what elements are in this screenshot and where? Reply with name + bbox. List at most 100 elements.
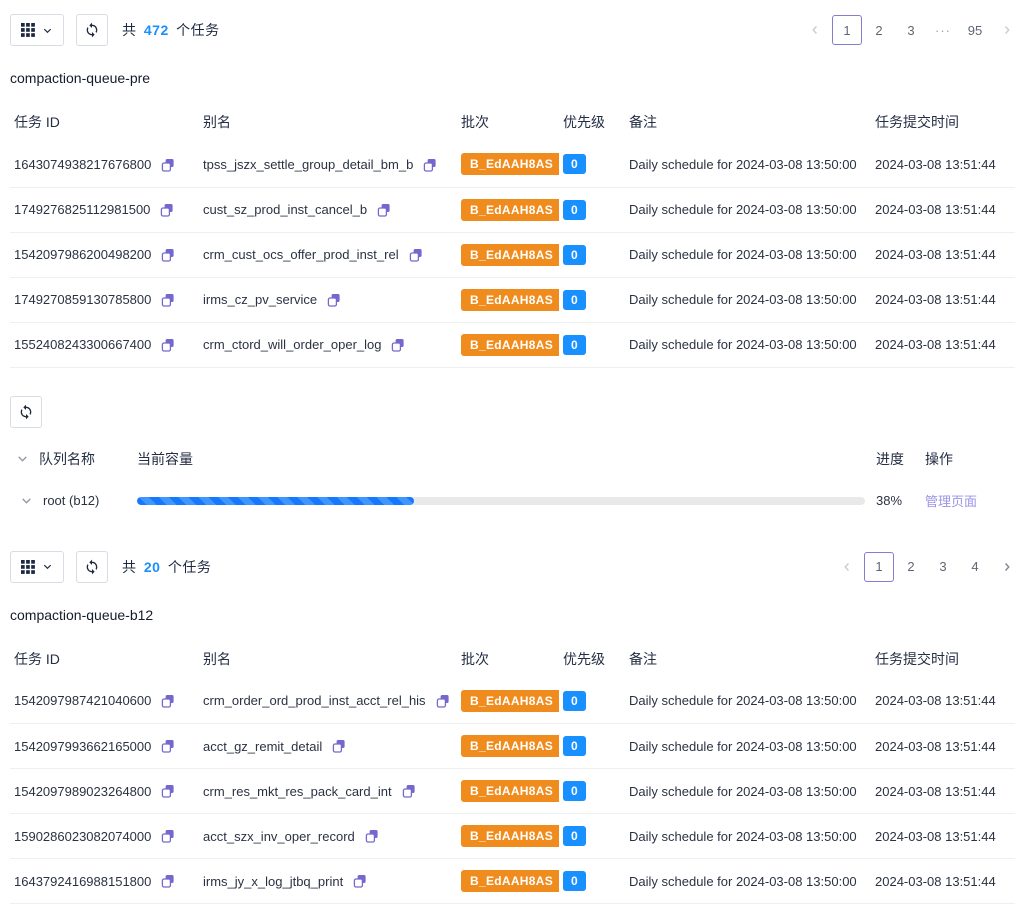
next-page-icon[interactable] — [992, 15, 1022, 45]
batch-badge: B_EdAAH8AS — [461, 780, 559, 802]
batch-cell: B_EdAAH8AS — [457, 232, 559, 278]
priority-badge: 0 — [563, 244, 586, 265]
task-id: 1643792416988151800 — [14, 873, 152, 889]
refresh-button[interactable] — [76, 14, 108, 46]
remark-cell: Daily schedule for 2024-03-08 13:50:00 — [625, 723, 871, 769]
table-header-row: 任务 ID 别名 批次 优先级 备注 任务提交时间 — [10, 639, 1015, 679]
task-id-cell: 1749270859130785800 — [10, 277, 199, 323]
copy-icon[interactable] — [160, 337, 176, 353]
page-3[interactable]: 3 — [907, 22, 915, 38]
copy-icon[interactable] — [352, 873, 368, 889]
alias: irms_jy_x_log_jtbq_print — [203, 873, 344, 889]
section-title-b12: compaction-queue-b12 — [10, 606, 154, 623]
collapse-row-icon[interactable] — [20, 494, 33, 507]
alias-cell: crm_res_mkt_res_pack_card_int — [199, 768, 457, 814]
table-row: 1643792416988151800 irms_jy_x_log_jtbq_p… — [10, 858, 1015, 904]
page-3[interactable]: 3 — [939, 559, 947, 574]
copy-icon[interactable] — [326, 292, 342, 308]
header-task-id: 任务 ID — [14, 114, 60, 130]
refresh-button[interactable] — [76, 550, 108, 583]
copy-icon[interactable] — [159, 202, 175, 218]
column-config-button[interactable] — [10, 550, 64, 583]
task-id: 1749276825112981500 — [14, 202, 151, 218]
time-cell: 2024-03-08 13:51:44 — [871, 322, 1015, 368]
copy-icon[interactable] — [401, 783, 417, 799]
task-id: 1552408243300667400 — [14, 337, 152, 353]
queue-header-row: 队列名称 当前容量 进度 操作 — [10, 440, 1015, 478]
task-total: 共 20 个任务 — [122, 558, 212, 575]
collapse-all-icon[interactable] — [16, 452, 29, 465]
page-4[interactable]: 4 — [971, 559, 979, 574]
table-row: 1643074938217676800 tpss_jszx_settle_gro… — [10, 142, 1015, 188]
alias: crm_order_ord_prod_inst_acct_rel_his — [203, 693, 426, 709]
task-id: 1542097987421040600 — [14, 693, 152, 709]
queue-refresh-button[interactable] — [10, 395, 42, 428]
batch-cell: B_EdAAH8AS — [457, 142, 559, 188]
copy-icon[interactable] — [160, 157, 176, 173]
table-row: 1590286023082074000 acct_szx_inv_oper_re… — [10, 813, 1015, 859]
batch-cell: B_EdAAH8AS — [457, 187, 559, 233]
copy-icon[interactable] — [160, 292, 176, 308]
time-cell: 2024-03-08 13:51:44 — [871, 142, 1015, 188]
copy-icon[interactable] — [160, 247, 176, 263]
copy-icon[interactable] — [160, 828, 176, 844]
task-count: 20 — [143, 558, 161, 575]
copy-icon[interactable] — [422, 157, 438, 173]
page-1[interactable]: 1 — [864, 551, 894, 582]
remark-cell: Daily schedule for 2024-03-08 13:50:00 — [625, 768, 871, 814]
page-1[interactable]: 1 — [832, 15, 862, 45]
priority-cell: 0 — [559, 768, 625, 814]
queue-row: root (b12) 38% 管理页面 — [10, 478, 1015, 524]
header-priority: 优先级 — [563, 650, 605, 667]
page-95[interactable]: 95 — [967, 22, 983, 38]
remark-cell: Daily schedule for 2024-03-08 13:50:00 — [625, 858, 871, 904]
copy-icon[interactable] — [364, 828, 380, 844]
prev-page-icon[interactable] — [800, 15, 830, 45]
alias-cell: crm_ctord_will_order_oper_log — [199, 322, 457, 368]
table-row: 1552408243300667400 crm_ctord_will_order… — [10, 322, 1015, 368]
task-id-cell: 1542097986200498200 — [10, 232, 199, 278]
copy-icon[interactable] — [160, 783, 176, 799]
batch-badge: B_EdAAH8AS — [461, 735, 559, 757]
prev-page-icon[interactable] — [832, 552, 862, 582]
priority-badge: 0 — [563, 199, 586, 220]
alias-cell: crm_order_ord_prod_inst_acct_rel_his — [199, 678, 457, 724]
table-header-row: 任务 ID 别名 批次 优先级 备注 任务提交时间 — [10, 102, 1015, 142]
alias: cust_sz_prod_inst_cancel_b — [203, 202, 368, 218]
task-table-pre: 任务 ID 别名 批次 优先级 备注 任务提交时间 16430749382176… — [10, 102, 1015, 368]
batch-cell: B_EdAAH8AS — [457, 813, 559, 859]
alias-cell: crm_cust_ocs_offer_prod_inst_rel — [199, 232, 457, 278]
task-id-cell: 1542097989023264800 — [10, 768, 199, 814]
priority-badge: 0 — [563, 736, 586, 756]
alias: tpss_jszx_settle_group_detail_bm_b — [203, 157, 414, 173]
time-cell: 2024-03-08 13:51:44 — [871, 768, 1015, 814]
copy-icon[interactable] — [408, 247, 424, 263]
priority-badge: 0 — [563, 826, 586, 846]
copy-icon[interactable] — [331, 738, 347, 754]
copy-icon[interactable] — [160, 738, 176, 754]
grid-icon — [21, 23, 35, 37]
task-id: 1643074938217676800 — [14, 157, 152, 173]
time-cell: 2024-03-08 13:51:44 — [871, 277, 1015, 323]
pagination-b12: 1 2 3 4 — [830, 551, 1022, 582]
time-cell: 2024-03-08 13:51:44 — [871, 858, 1015, 904]
copy-icon[interactable] — [160, 693, 176, 709]
priority-cell: 0 — [559, 678, 625, 724]
copy-icon[interactable] — [390, 337, 406, 353]
priority-cell: 0 — [559, 858, 625, 904]
page-2[interactable]: 2 — [875, 22, 883, 38]
manage-page-link[interactable]: 管理页面 — [925, 494, 978, 509]
copy-icon[interactable] — [435, 693, 451, 709]
header-time: 任务提交时间 — [875, 114, 959, 130]
next-page-icon[interactable] — [992, 552, 1022, 582]
chevron-down-icon — [42, 25, 53, 36]
page-2[interactable]: 2 — [907, 559, 915, 574]
time-cell: 2024-03-08 13:51:44 — [871, 678, 1015, 724]
copy-icon[interactable] — [376, 202, 392, 218]
progress-bar — [137, 496, 865, 505]
copy-icon[interactable] — [160, 873, 176, 889]
column-config-button[interactable] — [10, 14, 64, 46]
header-remark: 备注 — [629, 114, 657, 130]
grid-icon — [21, 559, 35, 574]
page-ellipsis[interactable]: ··· — [935, 22, 951, 38]
